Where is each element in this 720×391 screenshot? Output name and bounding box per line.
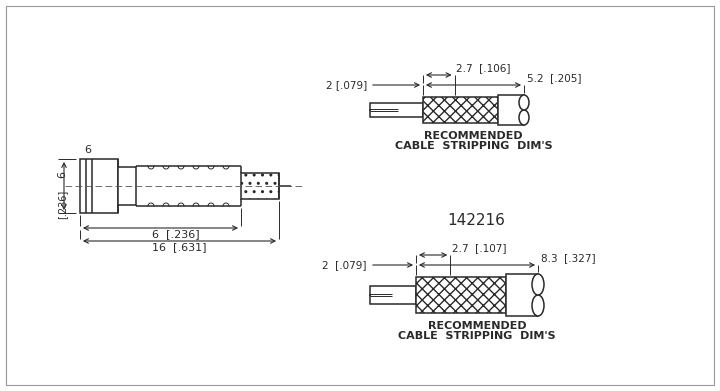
Text: 6: 6 <box>57 171 67 178</box>
Bar <box>498 95 524 125</box>
Bar <box>416 277 506 313</box>
Bar <box>423 97 498 123</box>
Text: 2 [.079]: 2 [.079] <box>325 80 367 90</box>
Text: 2.7  [.107]: 2.7 [.107] <box>452 243 507 253</box>
Ellipse shape <box>519 110 529 125</box>
Ellipse shape <box>519 95 529 110</box>
Bar <box>118 167 136 205</box>
Text: 2.7  [.106]: 2.7 [.106] <box>456 63 511 73</box>
Bar <box>241 173 279 199</box>
Text: RECOMMENDED: RECOMMENDED <box>428 321 526 331</box>
Text: 6: 6 <box>84 145 91 155</box>
Ellipse shape <box>532 274 544 295</box>
Text: CABLE  STRIPPING  DIM'S: CABLE STRIPPING DIM'S <box>398 331 556 341</box>
Text: RECOMMENDED: RECOMMENDED <box>424 131 523 141</box>
Text: [.236]: [.236] <box>57 190 67 219</box>
Text: 5.2  [.205]: 5.2 [.205] <box>527 73 582 83</box>
Text: CABLE  STRIPPING  DIM'S: CABLE STRIPPING DIM'S <box>395 141 552 151</box>
Bar <box>80 159 118 213</box>
Bar <box>370 286 416 304</box>
Ellipse shape <box>532 295 544 316</box>
Text: 8.3  [.327]: 8.3 [.327] <box>541 253 595 263</box>
Bar <box>370 103 423 117</box>
Text: 142216: 142216 <box>447 213 505 228</box>
Bar <box>506 274 538 316</box>
Text: 6  [.236]: 6 [.236] <box>152 229 199 239</box>
Text: 16  [.631]: 16 [.631] <box>152 242 207 252</box>
Text: 2  [.079]: 2 [.079] <box>323 260 367 270</box>
